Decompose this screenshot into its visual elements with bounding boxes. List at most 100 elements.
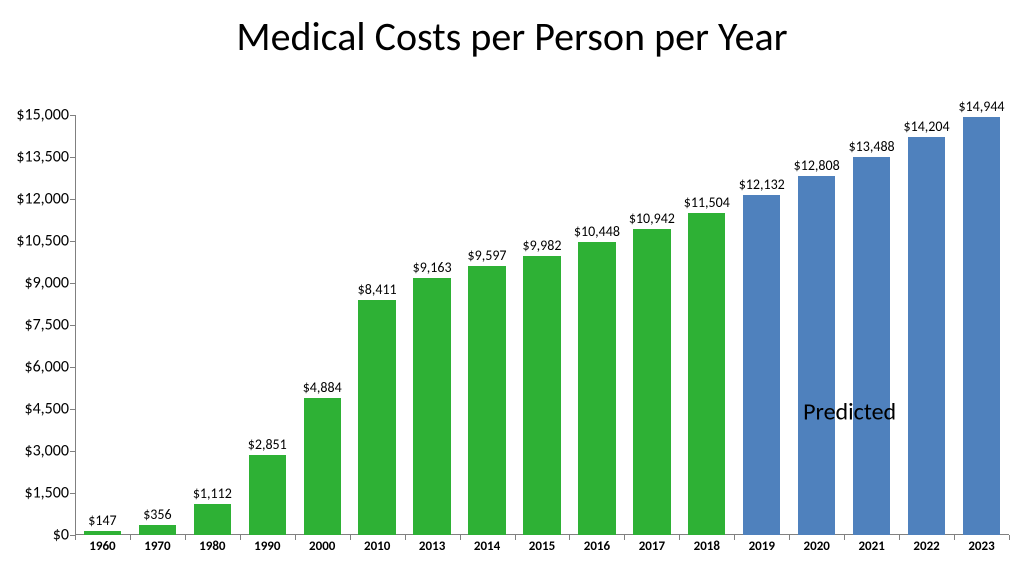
y-tick-mark [70, 115, 75, 116]
bar: $9,982 [523, 256, 560, 535]
y-tick-label: $13,500 [16, 148, 69, 167]
x-tick-label: 2013 [419, 539, 445, 554]
plot-area: $1471960$3561970$1,1121980$2,8511990$4,8… [75, 115, 1009, 535]
bar: $14,204 [908, 137, 945, 535]
bar: $13,488 [853, 157, 890, 535]
x-tick-label: 2021 [858, 539, 884, 554]
bar: $356 [139, 525, 176, 535]
bar-slot: $1471960 [75, 115, 130, 535]
bar-slot: $10,4482016 [569, 115, 624, 535]
y-tick-label: $0 [53, 526, 69, 545]
bar-slot: $14,2042022 [899, 115, 954, 535]
bar: $2,851 [249, 455, 286, 535]
x-tick-label: 2022 [913, 539, 939, 554]
bar: $10,448 [578, 242, 615, 535]
y-tick-mark [70, 283, 75, 284]
bar-value-label: $356 [143, 506, 171, 523]
bar-value-label: $9,982 [522, 237, 561, 254]
bar-value-label: $13,488 [849, 138, 895, 155]
bar: $1,112 [194, 504, 231, 535]
x-tick-mark [954, 535, 955, 540]
y-tick-label: $9,000 [24, 274, 69, 293]
x-tick-mark [240, 535, 241, 540]
bar-slot: $11,5042018 [679, 115, 734, 535]
y-tick-label: $1,500 [24, 484, 69, 503]
x-tick-mark [844, 535, 845, 540]
bar-value-label: $14,204 [904, 118, 950, 135]
y-tick-label: $4,500 [24, 400, 69, 419]
bar-slot: $9,9822015 [515, 115, 570, 535]
bar-value-label: $12,808 [794, 157, 840, 174]
bar-value-label: $12,132 [739, 176, 785, 193]
y-tick-label: $3,000 [24, 442, 69, 461]
bar-value-label: $10,448 [574, 223, 620, 240]
x-tick-mark [515, 535, 516, 540]
x-tick-mark [734, 535, 735, 540]
annotation-predicted: Predicted [803, 397, 896, 426]
bar: $147 [84, 531, 121, 535]
x-tick-label: 1980 [199, 539, 225, 554]
bar-value-label: $11,504 [684, 194, 730, 211]
bar: $12,808 [798, 176, 835, 535]
x-tick-mark [130, 535, 131, 540]
x-tick-mark [624, 535, 625, 540]
bar-value-label: $9,597 [468, 247, 507, 264]
x-tick-label: 2000 [309, 539, 335, 554]
y-tick-mark [70, 199, 75, 200]
bar: $8,411 [358, 300, 395, 536]
bar-slot: $8,4112010 [350, 115, 405, 535]
y-tick-mark [70, 157, 75, 158]
bar: $12,132 [743, 195, 780, 535]
bar: $9,163 [413, 278, 450, 535]
x-tick-label: 1990 [254, 539, 280, 554]
bar-slot: $1,1121980 [185, 115, 240, 535]
x-tick-label: 2014 [474, 539, 500, 554]
y-tick-label: $15,000 [16, 106, 69, 125]
x-tick-mark [295, 535, 296, 540]
x-tick-label: 2018 [694, 539, 720, 554]
x-tick-mark [789, 535, 790, 540]
bar: $11,504 [688, 213, 725, 535]
y-tick-mark [70, 367, 75, 368]
bar-value-label: $14,944 [958, 98, 1004, 115]
y-tick-mark [70, 451, 75, 452]
bar-slot: $12,8082020 [789, 115, 844, 535]
x-tick-label: 2017 [639, 539, 665, 554]
bar-slot: $9,5972014 [460, 115, 515, 535]
x-tick-label: 2015 [529, 539, 555, 554]
bar-slot: $10,9422017 [624, 115, 679, 535]
bar-slot: $14,9442023 [954, 115, 1009, 535]
chart-title: Medical Costs per Person per Year [0, 12, 1024, 61]
x-tick-mark [569, 535, 570, 540]
bar-value-label: $4,884 [303, 379, 342, 396]
x-tick-mark [75, 535, 76, 540]
y-tick-label: $6,000 [24, 358, 69, 377]
x-tick-mark [1009, 535, 1010, 540]
bar-slot: $3561970 [130, 115, 185, 535]
y-tick-mark [70, 493, 75, 494]
bars-layer: $1471960$3561970$1,1121980$2,8511990$4,8… [75, 115, 1009, 535]
x-tick-mark [679, 535, 680, 540]
chart-container: Medical Costs per Person per Year $14719… [0, 0, 1024, 582]
bar-slot: $13,4882021 [844, 115, 899, 535]
x-tick-mark [350, 535, 351, 540]
bar-slot: $9,1632013 [405, 115, 460, 535]
x-tick-label: 2019 [749, 539, 775, 554]
x-tick-label: 2023 [968, 539, 994, 554]
y-tick-label: $7,500 [24, 316, 69, 335]
bar-value-label: $9,163 [413, 259, 452, 276]
bar-value-label: $8,411 [358, 281, 397, 298]
y-tick-mark [70, 241, 75, 242]
bar: $10,942 [633, 229, 670, 535]
x-tick-label: 2010 [364, 539, 390, 554]
bar-value-label: $1,112 [193, 485, 232, 502]
y-tick-mark [70, 325, 75, 326]
x-tick-label: 1960 [89, 539, 115, 554]
x-tick-mark [405, 535, 406, 540]
bar-slot: $12,1322019 [734, 115, 789, 535]
y-tick-label: $10,500 [16, 232, 69, 251]
y-tick-mark [70, 409, 75, 410]
y-tick-label: $12,000 [16, 190, 69, 209]
bar: $4,884 [304, 398, 341, 535]
x-tick-label: 2020 [804, 539, 830, 554]
